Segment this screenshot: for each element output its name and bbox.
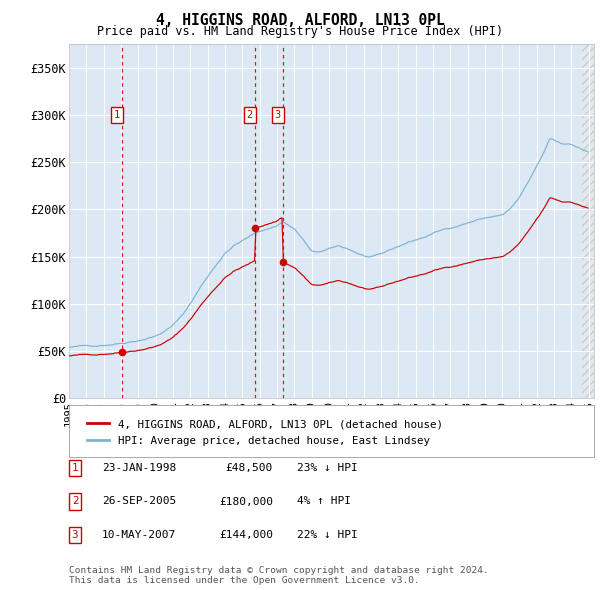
Text: £144,000: £144,000: [219, 530, 273, 540]
Text: 1: 1: [114, 110, 120, 120]
Text: 26-SEP-2005: 26-SEP-2005: [102, 497, 176, 506]
Text: 3: 3: [275, 110, 281, 120]
Text: 4, HIGGINS ROAD, ALFORD, LN13 0PL: 4, HIGGINS ROAD, ALFORD, LN13 0PL: [155, 13, 445, 28]
Text: 23-JAN-1998: 23-JAN-1998: [102, 463, 176, 473]
Legend: 4, HIGGINS ROAD, ALFORD, LN13 0PL (detached house), HPI: Average price, detached: 4, HIGGINS ROAD, ALFORD, LN13 0PL (detac…: [80, 412, 450, 454]
Text: This data is licensed under the Open Government Licence v3.0.: This data is licensed under the Open Gov…: [69, 576, 420, 585]
Text: 2: 2: [247, 110, 253, 120]
Text: £180,000: £180,000: [219, 497, 273, 506]
Text: 23% ↓ HPI: 23% ↓ HPI: [297, 463, 358, 473]
Text: £48,500: £48,500: [226, 463, 273, 473]
Text: Contains HM Land Registry data © Crown copyright and database right 2024.: Contains HM Land Registry data © Crown c…: [69, 566, 489, 575]
Text: 3: 3: [72, 530, 78, 540]
Text: Price paid vs. HM Land Registry's House Price Index (HPI): Price paid vs. HM Land Registry's House …: [97, 25, 503, 38]
Text: 4% ↑ HPI: 4% ↑ HPI: [297, 497, 351, 506]
Text: 2: 2: [72, 497, 78, 506]
Text: 22% ↓ HPI: 22% ↓ HPI: [297, 530, 358, 540]
Text: 1: 1: [72, 463, 78, 473]
Text: 10-MAY-2007: 10-MAY-2007: [102, 530, 176, 540]
